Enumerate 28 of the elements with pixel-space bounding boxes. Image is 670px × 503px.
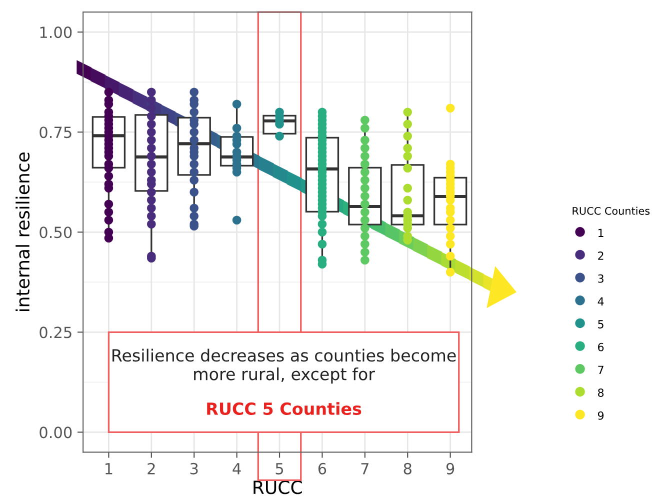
legend-label: 1	[598, 228, 604, 237]
x-tick-label: 6	[318, 462, 326, 474]
x-tick-label: 8	[404, 462, 412, 474]
x-tick-label: 4	[232, 463, 241, 474]
legend-label: 2	[598, 252, 604, 260]
legend-label: 5	[598, 320, 604, 328]
legend-label: 7	[598, 366, 604, 374]
x-axis-title: RUCC	[254, 480, 302, 494]
y-tick-label: 0.00	[40, 426, 72, 438]
y-tick-label: 0.25	[40, 326, 72, 338]
legend-label: 8	[598, 388, 604, 397]
x-tick-label: 5	[276, 463, 284, 474]
annotation: RUCC 5 Counties	[207, 402, 362, 416]
legend-label: 9	[598, 411, 604, 420]
legend-label: 3	[598, 274, 604, 283]
y-tick-label: 1.00	[40, 26, 72, 38]
x-tick-label: 9	[446, 462, 454, 474]
x-tick-label: 3	[190, 462, 198, 474]
legend-label: 4	[598, 297, 604, 306]
y-tick-label: 0.50	[40, 226, 72, 238]
x-tick-label: 1	[106, 463, 112, 474]
x-tick-label: 2	[148, 462, 155, 474]
x-tick-label: 7	[361, 463, 368, 474]
legend-title: RUCC Counties	[572, 206, 650, 215]
legend-label: 6	[598, 342, 604, 352]
y-axis-title: internal resilience	[16, 152, 30, 312]
y-tick-label: 0.75	[40, 126, 72, 138]
annotation: Resilience decreases as counties become more rural, except for	[112, 348, 456, 384]
